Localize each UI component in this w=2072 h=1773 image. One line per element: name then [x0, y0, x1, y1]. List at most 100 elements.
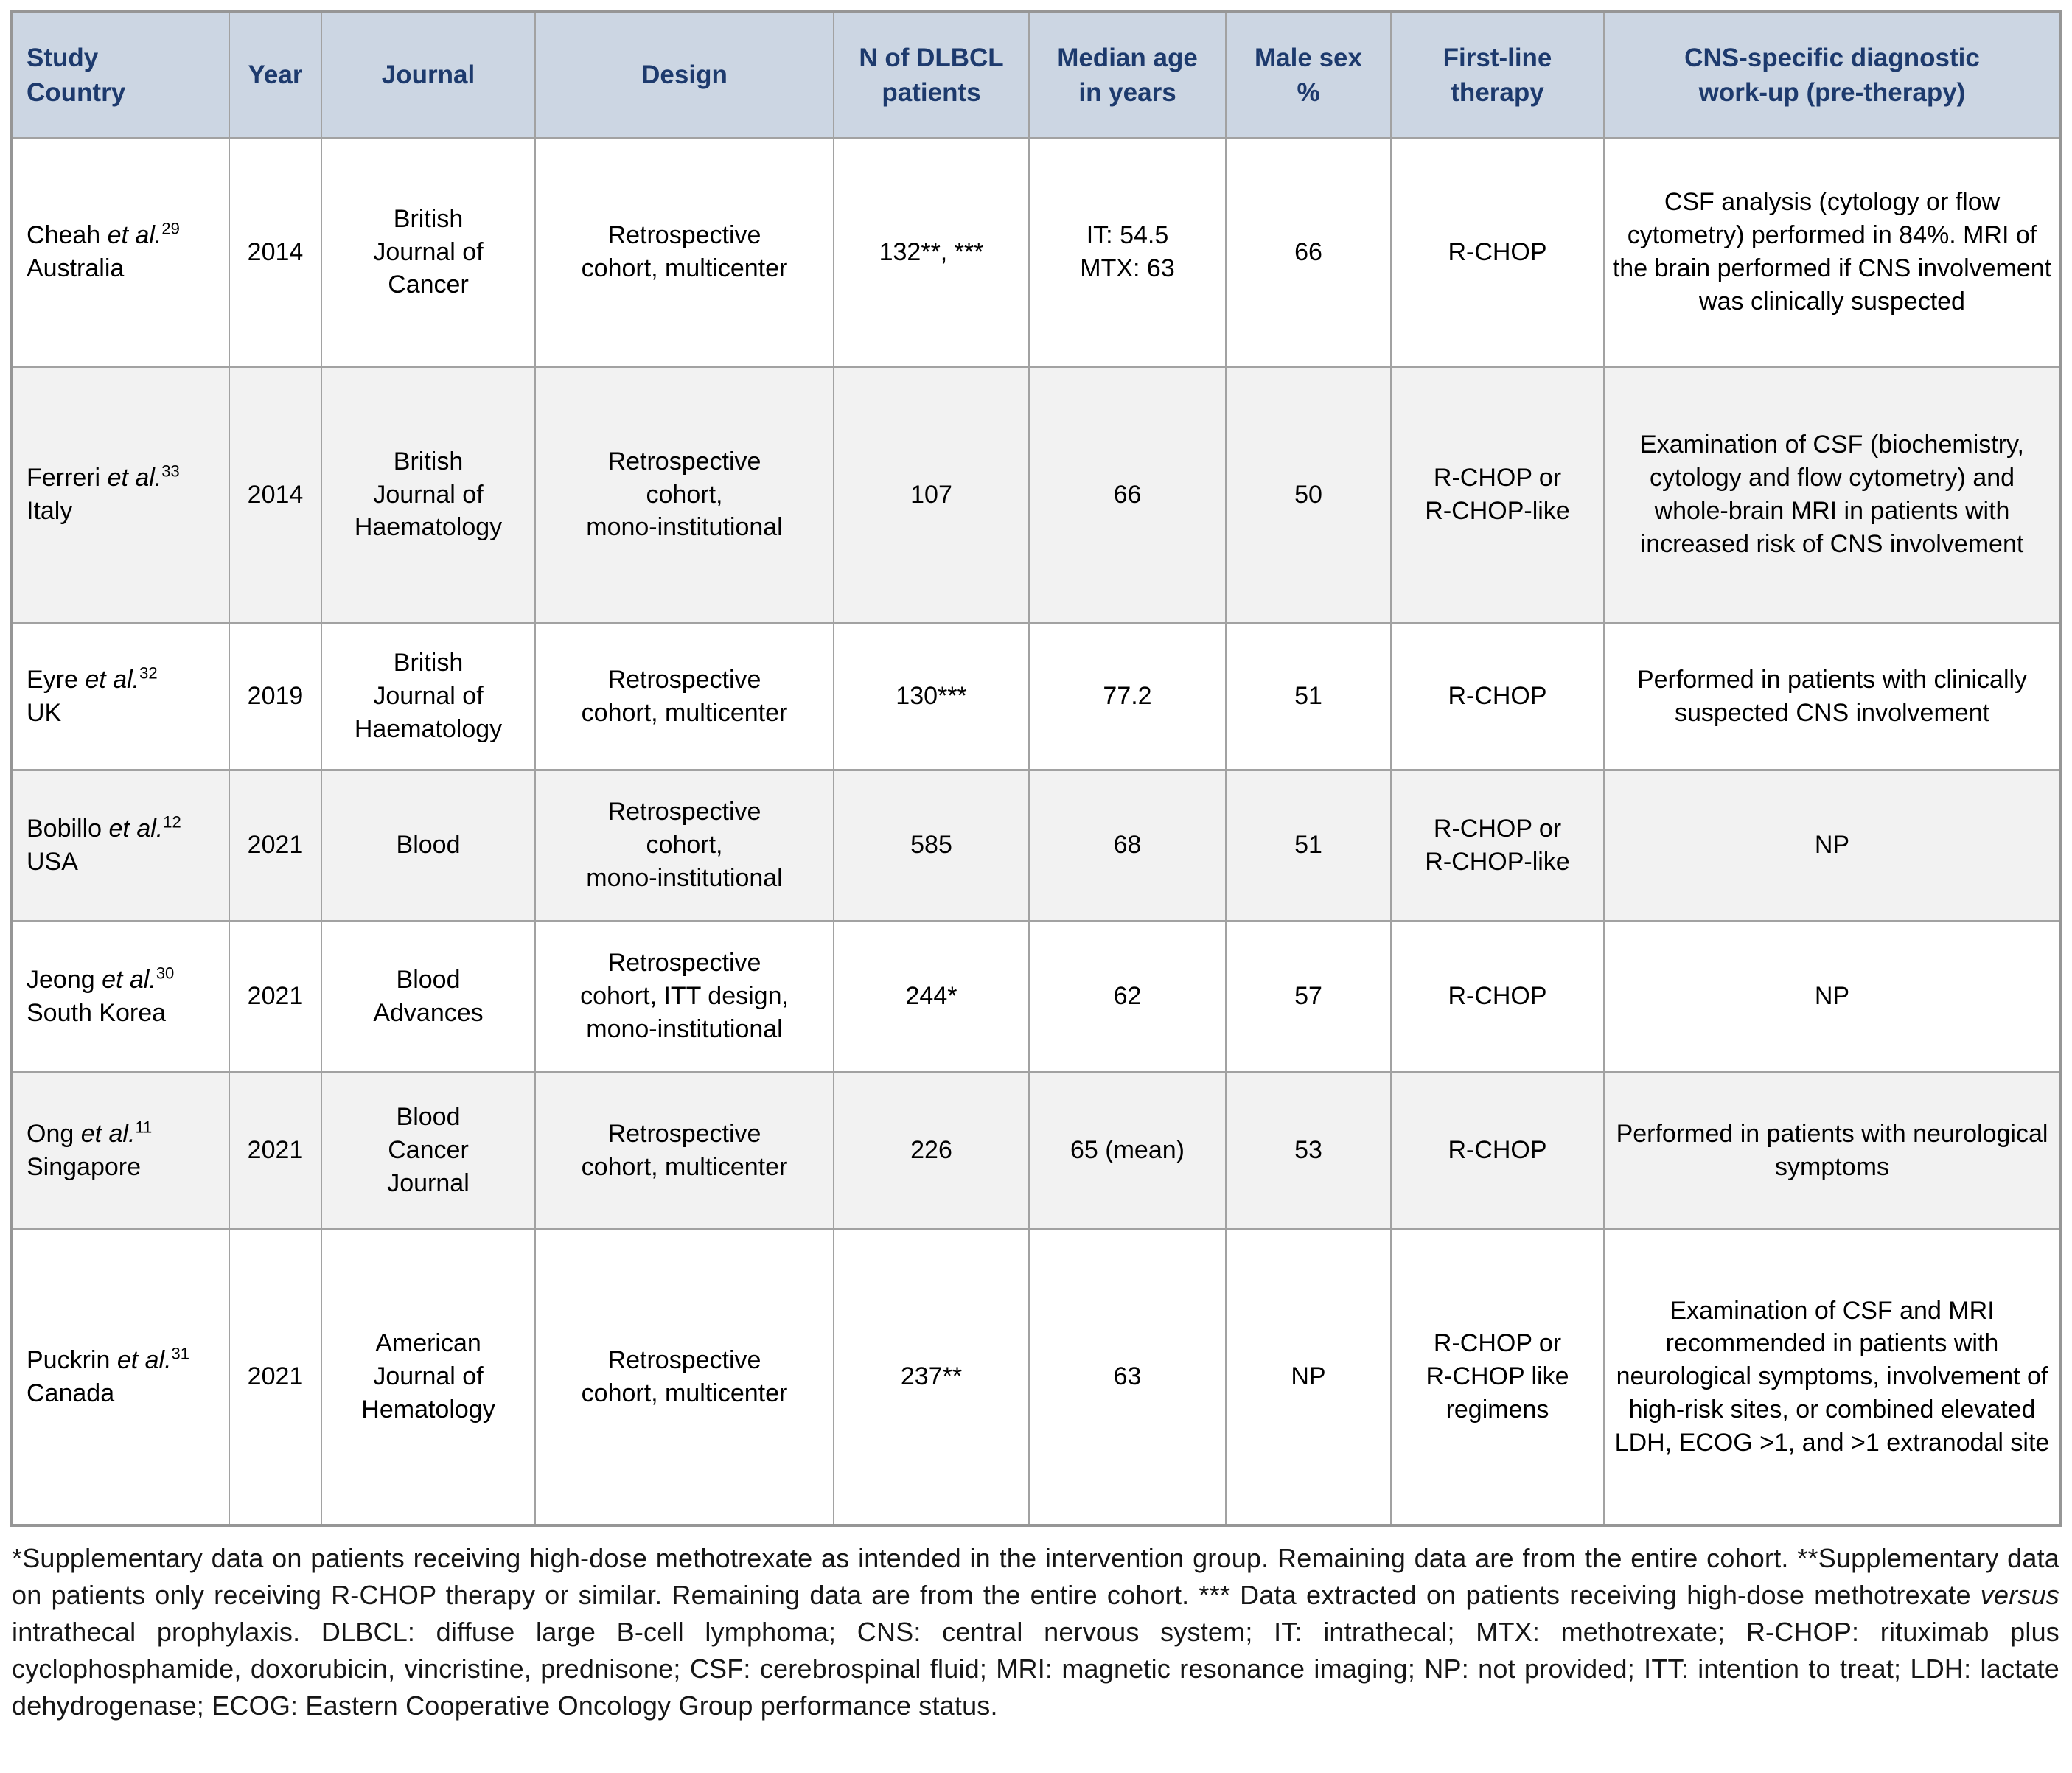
cell-male-sex-pct: 51: [1225, 621, 1392, 771]
cell-male-sex-pct: 50: [1225, 365, 1392, 624]
table-row: Ong et al.11 Singapore 2021 Blood Cancer Jo…: [11, 1070, 2062, 1230]
cell-first-line-therapy: R-CHOP: [1390, 1070, 1605, 1230]
footnote: *Supplementary data on patients receivin…: [12, 1540, 2059, 1724]
cell-study-country: Ferreri et al.33 Italy: [11, 365, 230, 624]
table-row: Ferreri et al.33 Italy 2014 British Journal…: [11, 365, 2062, 624]
cell-first-line-therapy: R-CHOP or R-CHOP-like: [1390, 365, 1605, 624]
table-row: Bobillo et al.12 USA 2021 Blood Retrospectiv…: [11, 768, 2062, 922]
cell-male-sex-pct: 51: [1225, 768, 1392, 922]
cell-median-age: IT: 54.5 MTX: 63: [1028, 136, 1227, 368]
cell-design: Retrospective cohort, multicenter: [534, 621, 834, 771]
cell-first-line-therapy: R-CHOP: [1390, 621, 1605, 771]
column-header-median-age: Median age in years: [1028, 10, 1227, 139]
cell-study-country: Jeong et al.30 South Korea: [11, 919, 230, 1073]
cell-journal: British Journal of Cancer: [321, 136, 536, 368]
cell-design: Retrospective cohort, ITT design, mono-i…: [534, 919, 834, 1073]
et-al-label: et al.: [80, 1119, 136, 1148]
cell-year: 2014: [229, 365, 322, 624]
cell-first-line-therapy: R-CHOP: [1390, 136, 1605, 368]
cell-year: 2021: [229, 768, 322, 922]
cell-cns-workup: NP: [1603, 919, 2062, 1073]
footnote-text-part1: *Supplementary data on patients receivin…: [12, 1543, 2059, 1610]
cell-cns-workup: NP: [1603, 768, 2062, 922]
cell-journal: American Journal of Hematology: [321, 1227, 536, 1527]
reference-superscript: 31: [171, 1344, 190, 1363]
table-row: Puckrin et al.31 Canada 2021 American Journ…: [11, 1227, 2062, 1527]
cell-cns-workup: CSF analysis (cytology or flow cytometry…: [1603, 136, 2062, 368]
column-header-cns-workup: CNS-specific diagnostic work-up (pre-the…: [1603, 10, 2062, 139]
et-al-label: et al.: [107, 221, 162, 250]
cell-design: Retrospective cohort, mono-institutional: [534, 768, 834, 922]
cell-design: Retrospective cohort, multicenter: [534, 1070, 834, 1230]
cell-male-sex-pct: 66: [1225, 136, 1392, 368]
cell-study-country: Cheah et al.29 Australia: [11, 136, 230, 368]
cell-year: 2021: [229, 1070, 322, 1230]
reference-superscript: 29: [161, 219, 180, 238]
et-al-label: et al.: [116, 1345, 172, 1374]
column-header-year: Year: [229, 10, 322, 139]
cell-first-line-therapy: R-CHOP or R-CHOP like regimens: [1390, 1227, 1605, 1527]
table-row: Cheah et al.29 Australia 2014 British Journ…: [11, 136, 2062, 368]
column-header-first-line-therapy: First-line therapy: [1390, 10, 1605, 139]
column-header-journal: Journal: [321, 10, 536, 139]
cell-n-dlbcl-patients: 244*: [833, 919, 1030, 1073]
cell-cns-workup: Performed in patients with neurological …: [1603, 1070, 2062, 1230]
et-al-label: et al.: [107, 464, 162, 492]
cell-male-sex-pct: NP: [1225, 1227, 1392, 1527]
studies-table: Study Country Year Journal Design N of D…: [10, 10, 2062, 1527]
cell-cns-workup: Examination of CSF (biochemistry, cytolo…: [1603, 365, 2062, 624]
table-row: Jeong et al.30 South Korea 2021 Blood Advan…: [11, 919, 2062, 1073]
cell-cns-workup: Performed in patients with clinically su…: [1603, 621, 2062, 771]
et-al-label: et al.: [108, 814, 164, 843]
column-header-n-dlbcl-patients: N of DLBCL patients: [833, 10, 1030, 139]
cell-median-age: 68: [1028, 768, 1227, 922]
cell-n-dlbcl-patients: 585: [833, 768, 1030, 922]
cell-journal: British Journal of Haematology: [321, 365, 536, 624]
cell-n-dlbcl-patients: 132**, ***: [833, 136, 1030, 368]
cell-design: Retrospective cohort, multicenter: [534, 1227, 834, 1527]
cell-median-age: 63: [1028, 1227, 1227, 1527]
cell-n-dlbcl-patients: 130***: [833, 621, 1030, 771]
cell-year: 2021: [229, 1227, 322, 1527]
footnote-versus-italic: versus: [1980, 1580, 2059, 1610]
column-header-male-sex-pct: Male sex %: [1225, 10, 1392, 139]
column-header-design: Design: [534, 10, 834, 139]
et-al-label: et al.: [102, 965, 156, 994]
cell-study-country: Ong et al.11 Singapore: [11, 1070, 230, 1230]
cell-male-sex-pct: 53: [1225, 1070, 1392, 1230]
cell-study-country: Puckrin et al.31 Canada: [11, 1227, 230, 1527]
cell-first-line-therapy: R-CHOP or R-CHOP-like: [1390, 768, 1605, 922]
reference-superscript: 33: [161, 461, 180, 481]
reference-superscript: 32: [139, 663, 158, 683]
cell-median-age: 77.2: [1028, 621, 1227, 771]
cell-cns-workup: Examination of CSF and MRI recommended i…: [1603, 1227, 2062, 1527]
cell-design: Retrospective cohort, multicenter: [534, 136, 834, 368]
cell-n-dlbcl-patients: 226: [833, 1070, 1030, 1230]
et-al-label: et al.: [85, 665, 140, 694]
cell-year: 2021: [229, 919, 322, 1073]
cell-n-dlbcl-patients: 237**: [833, 1227, 1030, 1527]
cell-study-country: Eyre et al.32 UK: [11, 621, 230, 771]
cell-median-age: 65 (mean): [1028, 1070, 1227, 1230]
cell-journal: Blood: [321, 768, 536, 922]
table-body: Cheah et al.29 Australia 2014 British Journ…: [11, 136, 2062, 1527]
column-header-study-country: Study Country: [11, 10, 230, 139]
footnote-text-part2: intrathecal prophylaxis. DLBCL: diffuse …: [12, 1617, 2059, 1721]
reference-superscript: 11: [135, 1118, 153, 1137]
cell-male-sex-pct: 57: [1225, 919, 1392, 1073]
table-row: Eyre et al.32 UK 2019 British Journal of Ha…: [11, 621, 2062, 771]
cell-n-dlbcl-patients: 107: [833, 365, 1030, 624]
cell-design: Retrospective cohort, mono-institutional: [534, 365, 834, 624]
header-row: Study Country Year Journal Design N of D…: [11, 10, 2062, 139]
cell-study-country: Bobillo et al.12 USA: [11, 768, 230, 922]
reference-superscript: 30: [156, 964, 175, 983]
cell-journal: Blood Cancer Journal: [321, 1070, 536, 1230]
cell-first-line-therapy: R-CHOP: [1390, 919, 1605, 1073]
cell-journal: Blood Advances: [321, 919, 536, 1073]
cell-median-age: 66: [1028, 365, 1227, 624]
cell-median-age: 62: [1028, 919, 1227, 1073]
cell-year: 2019: [229, 621, 322, 771]
cell-journal: British Journal of Haematology: [321, 621, 536, 771]
reference-superscript: 12: [163, 812, 181, 832]
